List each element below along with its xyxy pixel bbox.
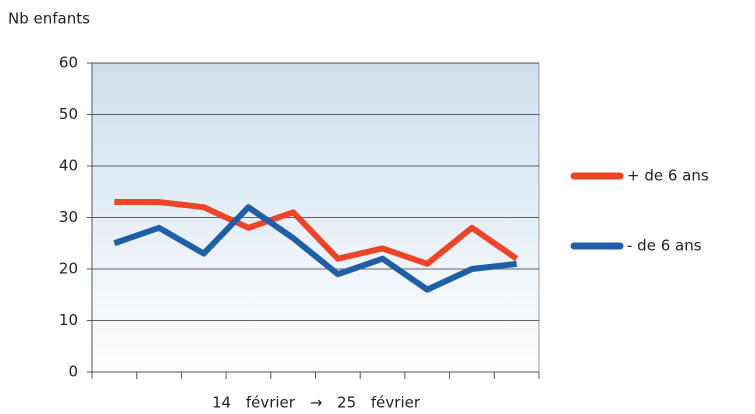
y-tick-label: 10: [59, 311, 78, 329]
y-tick-label: 20: [59, 260, 78, 278]
x-axis-label: 14 février → 25 février: [212, 394, 421, 412]
series-line: [113, 204, 517, 293]
y-tick-label: 50: [59, 105, 78, 123]
y-tick-label: 60: [59, 54, 78, 72]
legend-label: - de 6 ans: [627, 237, 702, 255]
series-line: [114, 199, 519, 267]
legend-label: + de 6 ans: [627, 167, 709, 185]
y-tick-label: 0: [68, 363, 78, 381]
y-tick-label: 30: [59, 208, 78, 226]
y-tick-label: 40: [59, 157, 78, 175]
y-axis-label: Nb enfants: [8, 10, 90, 28]
